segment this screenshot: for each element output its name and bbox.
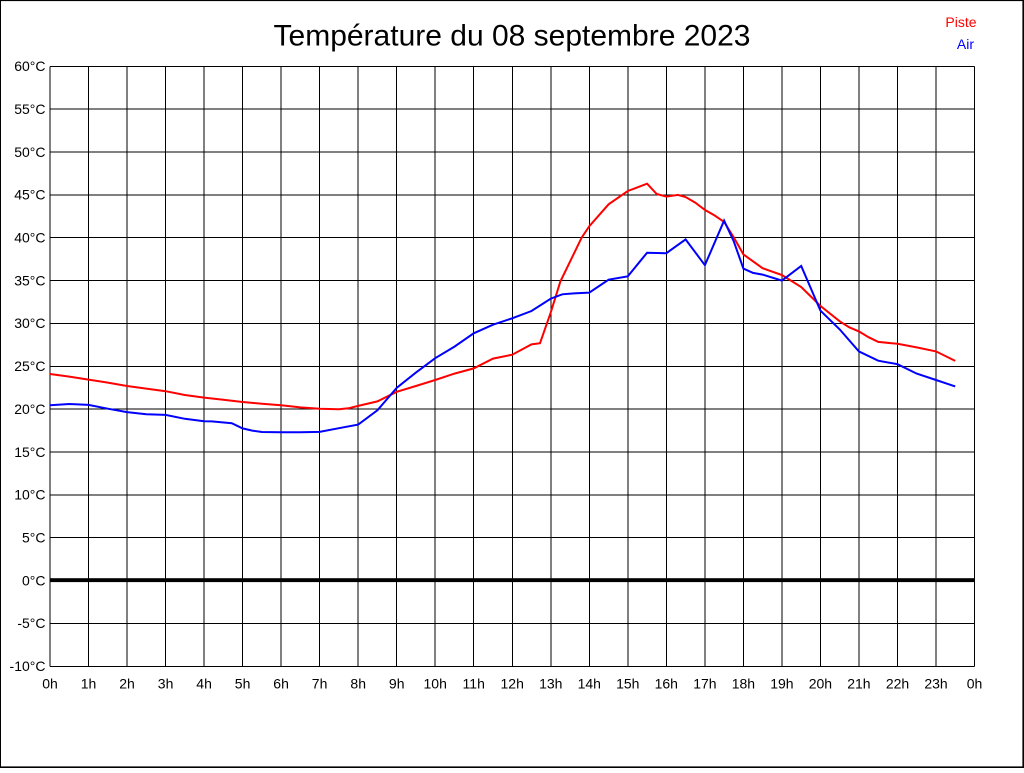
svg-text:1h: 1h bbox=[81, 676, 97, 692]
svg-text:20h: 20h bbox=[809, 676, 832, 692]
svg-text:2h: 2h bbox=[119, 676, 135, 692]
svg-text:9h: 9h bbox=[389, 676, 405, 692]
svg-text:55°C: 55°C bbox=[14, 101, 45, 117]
svg-text:8h: 8h bbox=[350, 676, 366, 692]
svg-text:0h: 0h bbox=[42, 676, 58, 692]
svg-text:18h: 18h bbox=[732, 676, 755, 692]
svg-text:23h: 23h bbox=[924, 676, 947, 692]
svg-text:-10°C: -10°C bbox=[10, 658, 46, 674]
svg-text:7h: 7h bbox=[312, 676, 328, 692]
svg-text:5h: 5h bbox=[235, 676, 251, 692]
svg-text:20°C: 20°C bbox=[14, 401, 45, 417]
svg-text:17h: 17h bbox=[693, 676, 716, 692]
svg-text:3h: 3h bbox=[158, 676, 174, 692]
svg-text:6h: 6h bbox=[273, 676, 289, 692]
svg-text:19h: 19h bbox=[770, 676, 793, 692]
svg-text:22h: 22h bbox=[886, 676, 909, 692]
svg-text:Température du 08 septembre 20: Température du 08 septembre 2023 bbox=[274, 20, 751, 53]
svg-text:21h: 21h bbox=[847, 676, 870, 692]
svg-text:5°C: 5°C bbox=[22, 530, 46, 546]
svg-text:45°C: 45°C bbox=[14, 187, 45, 203]
svg-text:13h: 13h bbox=[539, 676, 562, 692]
svg-text:50°C: 50°C bbox=[14, 144, 45, 160]
svg-text:12h: 12h bbox=[501, 676, 524, 692]
svg-text:11h: 11h bbox=[463, 676, 485, 692]
svg-text:40°C: 40°C bbox=[14, 230, 45, 246]
svg-text:Air: Air bbox=[957, 36, 974, 52]
svg-text:0h: 0h bbox=[967, 676, 983, 692]
svg-text:15h: 15h bbox=[616, 676, 639, 692]
svg-text:0°C: 0°C bbox=[22, 572, 46, 588]
svg-text:-5°C: -5°C bbox=[17, 615, 45, 631]
svg-text:16h: 16h bbox=[655, 676, 678, 692]
svg-text:Piste: Piste bbox=[945, 14, 976, 30]
svg-text:25°C: 25°C bbox=[14, 358, 45, 374]
svg-text:10°C: 10°C bbox=[14, 487, 45, 503]
svg-text:35°C: 35°C bbox=[14, 272, 45, 288]
svg-text:4h: 4h bbox=[196, 676, 212, 692]
svg-text:10h: 10h bbox=[424, 676, 447, 692]
svg-text:60°C: 60°C bbox=[14, 58, 45, 74]
svg-text:15°C: 15°C bbox=[14, 444, 45, 460]
svg-text:14h: 14h bbox=[578, 676, 601, 692]
svg-text:30°C: 30°C bbox=[14, 315, 45, 331]
